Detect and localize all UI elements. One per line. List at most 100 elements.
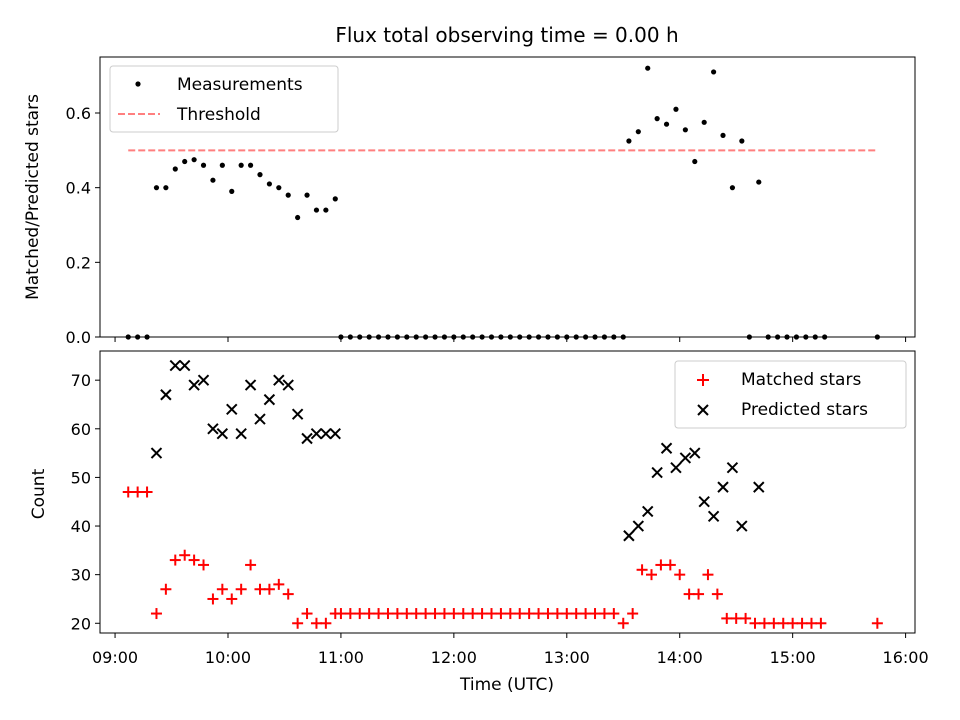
matched-star-point	[495, 608, 507, 620]
matched-star-point	[608, 608, 620, 620]
predicted-star-point	[197, 374, 210, 386]
top-y-tick-label: 0.0	[66, 328, 91, 347]
measurement-point	[247, 162, 254, 168]
measurement-point	[645, 65, 651, 71]
matched-star-point	[363, 608, 375, 620]
measurement-point	[200, 162, 207, 168]
predicted-star-point	[207, 423, 219, 435]
matched-star-point	[391, 608, 403, 620]
matched-star-point	[438, 608, 450, 620]
predicted-star-point	[736, 520, 748, 532]
predicted-star-point	[689, 447, 701, 459]
predicted-star-point	[263, 393, 276, 406]
measurement-point	[219, 162, 225, 168]
predicted-star-point	[226, 403, 238, 416]
measurement-point	[257, 172, 263, 178]
measurement-point	[635, 129, 641, 135]
bottom-chart-y-axis-label: Count	[29, 468, 49, 519]
matched-star-point	[749, 617, 761, 629]
bottom-x-tick-label: 11:00	[318, 648, 364, 667]
matched-star-point	[448, 608, 460, 620]
predicted-star-point	[254, 413, 266, 425]
measurement-point	[153, 185, 160, 191]
matched-star-point	[335, 608, 347, 620]
predicted-star-point	[160, 389, 172, 401]
top-y-tick-label: 0.2	[66, 253, 91, 272]
matched-star-point	[373, 608, 385, 620]
predicted-star-point	[301, 432, 313, 445]
predicted-star-point	[726, 461, 739, 474]
matched-star-point	[382, 608, 394, 620]
bottom-legend-frame	[674, 360, 907, 429]
bottom-y-tick-label: 20	[71, 614, 91, 633]
matched-star-point	[674, 569, 686, 581]
predicted-star-point	[291, 408, 304, 420]
top-legend-frame	[109, 65, 339, 133]
matched-star-point	[160, 583, 172, 595]
matched-star-point	[457, 608, 469, 620]
predicted-star-point	[679, 452, 692, 464]
matched-star-point	[787, 617, 799, 629]
measurement-point	[756, 179, 762, 185]
top-chart-legend: Measurements Threshold	[109, 65, 339, 133]
measurement-point	[285, 192, 291, 198]
matched-star-point	[207, 593, 219, 605]
matched-star-point	[768, 617, 780, 629]
matched-star-point	[683, 588, 695, 600]
measurement-point	[692, 158, 698, 165]
matched-star-point	[254, 583, 266, 595]
bottom-chart-plot-area	[122, 359, 883, 629]
measurement-point	[313, 207, 320, 213]
matched-star-point	[216, 583, 228, 595]
bottom-y-tick-label: 50	[71, 468, 91, 487]
predicted-star-point	[329, 427, 341, 440]
bottom-x-tick-label: 15:00	[770, 648, 816, 667]
matched-star-point	[533, 608, 545, 620]
legend-measurements-marker	[135, 81, 141, 87]
matched-star-point	[655, 559, 667, 571]
matched-star-point	[542, 608, 554, 620]
bottom-chart-y-axis: 20 30 40 50 60 70	[71, 371, 100, 633]
matched-star-point	[263, 583, 275, 595]
bottom-x-tick-label: 10:00	[205, 648, 251, 667]
matched-star-point	[627, 608, 639, 620]
matched-star-point	[301, 608, 313, 620]
predicted-star-point	[642, 505, 654, 518]
matched-star-point	[429, 608, 441, 620]
matched-star-point	[561, 608, 573, 620]
predicted-star-point	[753, 481, 765, 493]
matched-star-point	[805, 617, 817, 629]
matched-star-point	[598, 608, 610, 620]
predicted-star-point	[698, 496, 710, 508]
measurement-point	[304, 192, 310, 198]
predicted-star-point	[707, 510, 720, 523]
matched-star-point	[354, 608, 366, 620]
measurement-point	[182, 158, 188, 165]
matched-star-point	[871, 617, 883, 629]
predicted-star-point	[244, 379, 257, 391]
bottom-y-tick-label: 70	[71, 371, 91, 390]
matched-star-point	[486, 608, 498, 620]
measurement-point	[163, 185, 169, 191]
measurement-point	[172, 166, 178, 172]
matched-star-point	[198, 559, 210, 571]
top-chart-x-axis	[114, 337, 907, 342]
matched-star-point	[282, 588, 294, 600]
matched-star-point	[570, 608, 582, 620]
matched-star-point	[645, 569, 657, 581]
predicted-star-point	[623, 530, 635, 542]
predicted-star-point	[670, 461, 682, 474]
measurement-point	[210, 177, 216, 183]
matched-star-point	[815, 617, 827, 629]
bottom-y-tick-label: 30	[71, 566, 91, 585]
matched-star-point	[141, 486, 153, 498]
top-chart-y-axis-label: Matched/Predicted stars	[23, 94, 43, 300]
matched-star-point	[711, 588, 723, 600]
matched-star-point	[721, 612, 733, 624]
legend-predicted-marker	[697, 404, 709, 416]
predicted-star-point	[632, 520, 645, 532]
matched-star-point	[467, 608, 479, 620]
predicted-star-point	[188, 379, 200, 391]
legend-measurements-label: Measurements	[177, 75, 303, 95]
matched-star-point	[188, 554, 200, 566]
